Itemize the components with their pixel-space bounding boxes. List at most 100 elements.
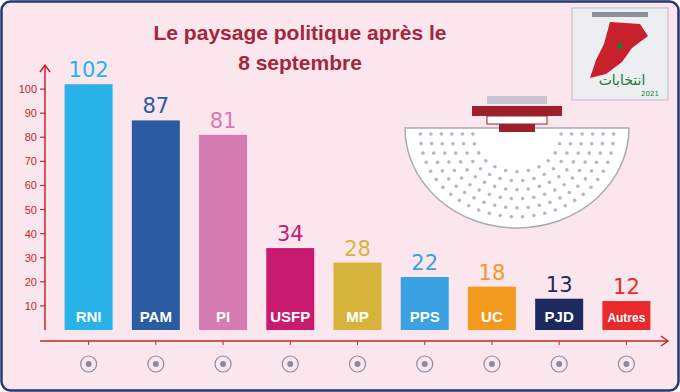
hemicycle-seat: [430, 142, 434, 146]
bar: [468, 287, 516, 330]
hemicycle-seat: [538, 185, 542, 189]
hemicycle-seat: [532, 195, 536, 199]
data-label: 87: [142, 94, 169, 118]
x-tick: [491, 341, 492, 345]
hemicycle-seat: [576, 184, 580, 188]
hemicycle-seat: [557, 175, 561, 179]
hemicycle-seat: [440, 142, 444, 146]
hemicycle-seat: [447, 160, 451, 164]
data-label: 13: [546, 273, 573, 297]
hemicycle-seat: [472, 196, 476, 200]
hemicycle-seat: [477, 188, 481, 192]
ballot-box-decoration: انتخابات2021: [572, 8, 668, 100]
hemicycle-seat: [488, 212, 492, 216]
y-tick-label: 60: [25, 179, 37, 191]
hemicycle-seat: [521, 215, 525, 219]
y-tick: [40, 233, 45, 234]
hemicycle-seat: [546, 159, 550, 163]
x-tick-label: RNI: [76, 308, 102, 325]
hemicycle-seat: [571, 176, 575, 180]
y-tick: [40, 137, 45, 138]
hemicycle-seat: [553, 151, 557, 155]
hemicycle-seat: [483, 181, 487, 185]
hemicycle-seat: [553, 188, 557, 192]
hemicycle-seat: [440, 132, 444, 136]
y-tick-label: 40: [25, 228, 37, 240]
hemicycle-seat: [515, 188, 519, 192]
hemicycle-seat: [578, 169, 582, 173]
x-tick-label: UC: [481, 308, 503, 325]
hemicycle-seat: [450, 132, 454, 136]
x-tick-label: Autres: [607, 311, 645, 325]
hemicycle-seat: [441, 185, 445, 189]
hemicycle-seat: [576, 151, 580, 155]
party-icon: [86, 361, 92, 367]
hemicycle-seat: [467, 204, 471, 208]
hemicycle-seat: [527, 169, 531, 173]
hemicycle-seat: [595, 160, 599, 164]
hemicycle-seat: [543, 173, 547, 177]
hemicycle-seat: [459, 160, 463, 164]
title: Le paysage politique après le 8 septembr…: [150, 18, 450, 78]
hemicycle-seat: [558, 196, 562, 200]
hemicycle-seat: [504, 187, 508, 191]
hemicycle-seat: [515, 170, 519, 174]
hemicycle-seat: [504, 205, 508, 209]
hemicycle-seat: [521, 179, 525, 183]
party-icon: [484, 356, 500, 372]
y-tick-label: 50: [25, 204, 37, 216]
data-label: 22: [411, 251, 438, 275]
hemicycle-seat: [461, 132, 465, 136]
hemicycle-seat: [580, 132, 584, 136]
map-shape: [590, 22, 648, 78]
data-label: 102: [69, 58, 109, 82]
y-tick: [40, 281, 45, 282]
y-tick-label: 70: [25, 155, 37, 167]
x-tick: [290, 341, 291, 345]
bar: [401, 277, 449, 330]
data-label: 18: [479, 261, 506, 285]
y-tick-label: 10: [25, 300, 37, 312]
hemicycle-seat: [606, 161, 610, 165]
party-icon: [417, 356, 433, 372]
hemicycle-seat: [468, 183, 472, 187]
map-emblem: [617, 43, 623, 49]
data-label: 81: [210, 109, 237, 133]
hemicycle-seat: [598, 151, 602, 155]
hemicycle-seat: [498, 195, 502, 199]
party-icon: [556, 361, 562, 367]
hemicycle-seat: [493, 204, 497, 208]
hemicycle-seat: [612, 132, 616, 136]
hemicycle-seat: [590, 142, 594, 146]
hemicycle-seat: [579, 142, 583, 146]
hemicycle-seat: [572, 160, 576, 164]
y-tick: [40, 88, 45, 89]
party-icon: [148, 356, 164, 372]
frame: [2, 2, 679, 391]
annotation: 2021: [641, 90, 659, 98]
party-icon: [282, 356, 298, 372]
hemicycle-seat: [548, 200, 552, 204]
chart-wrapper: انتخابات2021102030405060708090100RNIPAMP…: [0, 0, 680, 392]
podium: [472, 106, 562, 116]
x-tick: [155, 341, 156, 345]
hemicycle-seat: [443, 151, 447, 155]
hemicycle-seat: [454, 151, 458, 155]
hemicycle-seat: [471, 132, 475, 136]
hemicycle-seat: [584, 177, 588, 181]
hemicycle-seat: [454, 184, 458, 188]
hemicycle-seat: [538, 204, 542, 208]
hemicycle-seat: [558, 142, 562, 146]
y-tick: [40, 209, 45, 210]
x-tick: [88, 341, 89, 345]
y-axis-line: [44, 65, 46, 330]
hemicycle-seat: [498, 177, 502, 181]
hemicycle-seat: [477, 151, 481, 155]
x-tick: [626, 341, 627, 345]
party-icon: [551, 356, 567, 372]
hemicycle-seat: [473, 142, 477, 146]
hemicycle-seat: [488, 173, 492, 177]
hemicycle-seat: [582, 192, 586, 196]
hemicycle-seat: [498, 214, 502, 218]
bar: [602, 301, 650, 330]
